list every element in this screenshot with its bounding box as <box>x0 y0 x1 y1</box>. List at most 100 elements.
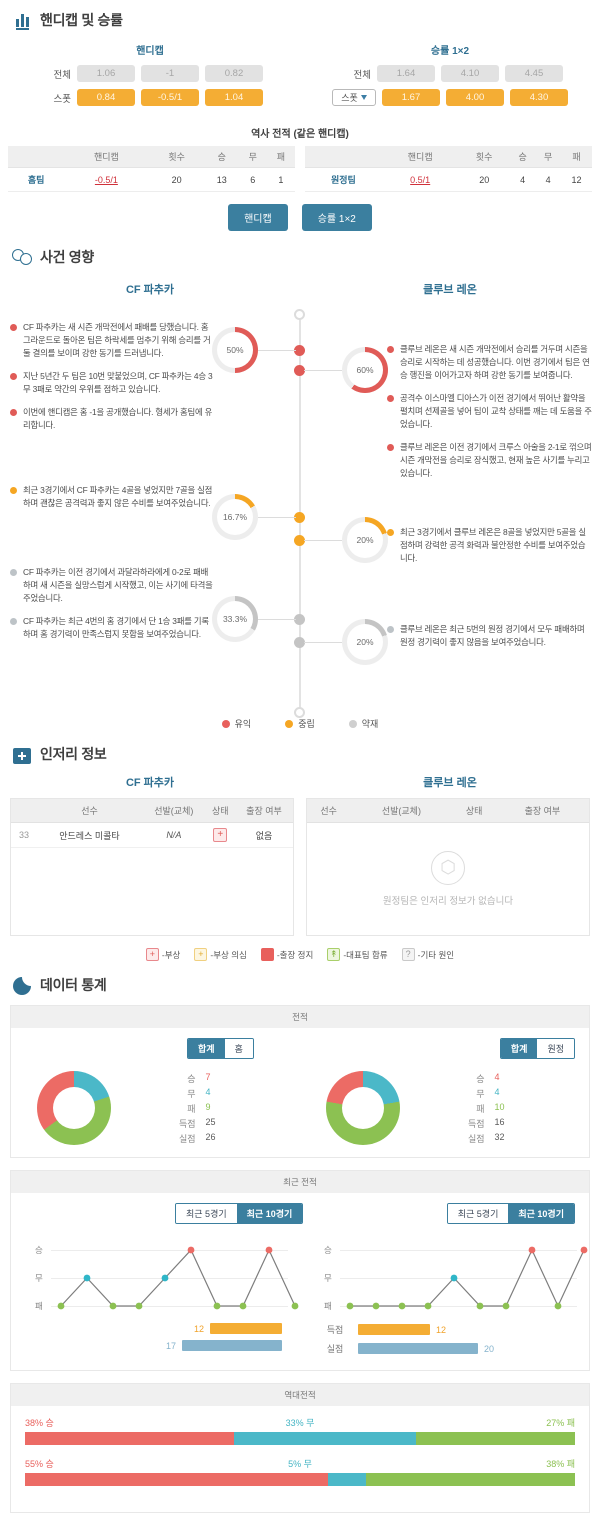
history-table-home: 핸디캡 횟수 승 무 패 홈팀 -0.5/1 20 13 6 1 <box>8 146 295 192</box>
cell-handicap[interactable]: 0.5/1 <box>381 167 459 192</box>
table-row: 홈팀 -0.5/1 20 13 6 1 <box>8 167 295 192</box>
bullet-text: CF 파추카는 최근 4번의 홈 경기에서 단 1승 3패를 기록하며 홈 경기… <box>23 616 209 640</box>
section-header-event: 사건 영향 <box>0 237 600 271</box>
bullet-text: 최근 3경기에서 CF 파추카는 4골을 넣었지만 7골을 실점하며 괜찮은 공… <box>23 485 213 509</box>
table-header-row: 핸디캡 횟수 승 무 패 <box>8 146 295 168</box>
timeline-node-5 <box>294 614 305 625</box>
stat-row: 득점 16 <box>459 1117 531 1130</box>
line-chart-svg-away <box>346 1246 588 1310</box>
form-bars-away: 득점 12 실점 20 <box>308 1312 581 1358</box>
stat-key: 실점 <box>467 1133 485 1144</box>
list-item: 지난 5년간 두 팀은 10번 맞붙었으며, CF 파추카는 4승 3무 3패로… <box>10 370 215 396</box>
legend-swatch-negative-icon <box>348 719 357 728</box>
col-win: 승 <box>204 146 239 168</box>
bullet-dot-positive-icon <box>387 395 394 403</box>
bar-value-conceded: 17 <box>165 1340 176 1351</box>
recent-charts: 승 무 패 <box>11 1240 589 1358</box>
history-table-away: 핸디캡 횟수 승 무 패 원정팀 0.5/1 20 4 4 12 <box>305 146 592 192</box>
odds-cell-1-spot[interactable]: 1.67 <box>382 89 440 106</box>
stat-key: 패 <box>187 1103 196 1114</box>
toggle-home[interactable]: 홈 <box>224 1039 253 1058</box>
connector-1 <box>258 350 296 351</box>
doubtful-icon: + <box>194 948 208 961</box>
event-influence: CF 파추카 클루브 레온 50% <box>0 271 600 734</box>
ring-left-2-value: 16.7% <box>217 499 253 535</box>
cell-win: 4 <box>509 167 536 192</box>
medical-kit-icon <box>12 744 32 764</box>
timeline-cap-bottom <box>294 707 305 718</box>
injury-table-away: 선수 선발(교체) 상태 출장 여부 <box>307 799 589 823</box>
stat-key: 무 <box>476 1088 485 1099</box>
stat-key: 승 <box>476 1073 485 1084</box>
cell-handicap[interactable]: -0.5/1 <box>64 167 149 192</box>
odds-cell-1[interactable]: 1.64 <box>377 65 435 82</box>
bullet-text: 지난 5년간 두 팀은 10번 맞붙었으며, CF 파추카는 4승 3무 3패로… <box>23 371 213 395</box>
toggle-last5-away[interactable]: 최근 5경기 <box>447 1204 509 1223</box>
axis-label-loss: 패 <box>324 1301 332 1311</box>
odds-cell-x-spot[interactable]: 4.00 <box>446 89 504 106</box>
pie-chart-icon <box>12 975 32 995</box>
odds-cell-home-spot[interactable]: 0.84 <box>77 89 135 106</box>
col-player: 선수 <box>307 799 351 823</box>
odds-cell-x[interactable]: 4.10 <box>441 65 499 82</box>
event-team-home: CF 파추카 <box>125 284 175 296</box>
timeline-node-4 <box>294 535 305 546</box>
tab-handicap[interactable]: 핸디캡 <box>228 204 288 231</box>
bar-label-scored: 득점 <box>326 1325 344 1335</box>
h2h-segment-loss <box>366 1473 575 1486</box>
toggle-last5-home[interactable]: 최근 5경기 <box>176 1204 237 1223</box>
line-chart-away: 승 무 패 <box>324 1244 588 1312</box>
odds-row-winrate-all: 전체 1.64 4.10 4.45 <box>300 65 600 82</box>
record-toggles: 합계 홈 합계 원정 <box>11 1038 589 1061</box>
col-handicap: 핸디캡 <box>64 146 149 168</box>
section-header-stats: 데이터 통계 <box>0 965 600 999</box>
bar-conceded <box>358 1343 478 1354</box>
list-item: 공격수 이스마엘 디아스가 이전 경기에서 뛰어난 활약을 펼치며 선제골을 넣… <box>387 392 592 431</box>
toggle-last10-home[interactable]: 최근 10경기 <box>236 1204 303 1223</box>
bar-scored <box>210 1323 282 1334</box>
bullet-text: CF 파추카는 새 시즌 개막전에서 패배를 당했습니다. 홈 그라운드로 돌아… <box>23 322 211 359</box>
bar-value-scored: 12 <box>436 1324 447 1335</box>
connector-2 <box>304 370 342 371</box>
col-win: 승 <box>509 146 536 168</box>
bar-row-conceded-home: 17 <box>19 1337 292 1354</box>
national-team-icon: ↟ <box>327 948 341 961</box>
odds-title-handicap: 핸디캡 <box>136 46 164 57</box>
toggle-total-away[interactable]: 합계 <box>500 1039 538 1058</box>
cell-availability: 없음 <box>234 822 293 848</box>
toggle-last10-away[interactable]: 최근 10경기 <box>508 1204 574 1223</box>
cell-player[interactable]: 안드레스 미콜타 <box>37 822 142 848</box>
cell-status: + <box>205 822 235 848</box>
stat-key: 무 <box>187 1088 196 1099</box>
odds-cell-line-spot[interactable]: -0.5/1 <box>141 89 199 106</box>
tab-winrate[interactable]: 승률 1×2 <box>301 204 372 231</box>
bookmaker-select[interactable]: 스폿 <box>332 89 376 106</box>
odds-cell-away[interactable]: 0.82 <box>205 65 263 82</box>
cell-team: 원정팀 <box>305 167 382 192</box>
panel-body-recent: 최근 5경기 최근 10경기 최근 5경기 최근 10경기 승 무 패 <box>11 1193 589 1370</box>
list-item: 최근 3경기에서 클루브 레온은 8골을 넣었지만 5골을 실점하며 강력한 공… <box>387 526 592 565</box>
odds-row-handicap-all: 전체 1.06 -1 0.82 <box>0 65 300 82</box>
toggle-total-home[interactable]: 합계 <box>188 1039 225 1058</box>
odds-cell-home[interactable]: 1.06 <box>77 65 135 82</box>
legend-item-doubtful: + -부상 의심 <box>194 948 247 961</box>
odds-cell-2[interactable]: 4.45 <box>505 65 563 82</box>
odds-cell-line[interactable]: -1 <box>141 65 199 82</box>
legend-item-neutral: 중립 <box>285 717 315 730</box>
form-bars-home: 12 17 <box>19 1312 292 1354</box>
odds-cell-2-spot[interactable]: 4.30 <box>510 89 568 106</box>
stat-key: 승 <box>187 1073 196 1084</box>
stat-key: 실점 <box>178 1133 196 1144</box>
odds-cell-away-spot[interactable]: 1.04 <box>205 89 263 106</box>
list-item: CF 파추카는 새 시즌 개막전에서 패배를 당했습니다. 홈 그라운드로 돌아… <box>10 321 215 360</box>
list-item: CF 파추카는 최근 4번의 홈 경기에서 단 1승 3패를 기록하며 홈 경기… <box>10 615 215 641</box>
col-loss: 패 <box>560 146 592 168</box>
connector-6 <box>304 642 342 643</box>
event-bullets-away: 클루브 레온은 새 시즌 개막전에서 승리를 거두며 시즌을 승리로 시작하는 … <box>387 307 592 659</box>
toggle-away[interactable]: 원정 <box>537 1039 574 1058</box>
connector-4 <box>304 540 342 541</box>
legend-label: -출장 정지 <box>276 949 314 960</box>
